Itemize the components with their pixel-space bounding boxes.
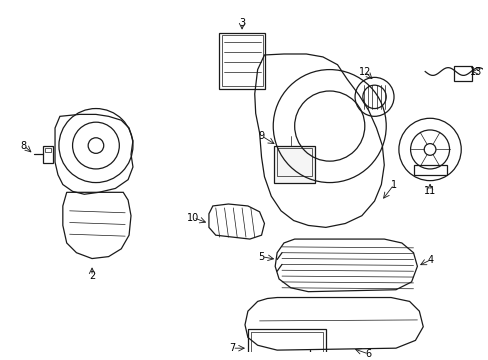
Text: 3: 3 (239, 18, 244, 28)
Text: 4: 4 (427, 255, 433, 265)
Text: 9: 9 (258, 131, 264, 141)
Text: 2: 2 (89, 271, 95, 281)
Text: 10: 10 (187, 213, 199, 222)
Text: 6: 6 (365, 349, 371, 359)
Bar (274, 145, 314, 183)
Text: 8: 8 (21, 140, 27, 150)
Bar (218, 32, 265, 89)
Text: 12: 12 (358, 67, 370, 77)
Bar (413, 165, 446, 175)
Text: 7: 7 (229, 343, 235, 353)
Bar (43, 145, 53, 163)
Bar (277, 148, 311, 176)
Text: 13: 13 (469, 67, 481, 77)
Bar (453, 66, 471, 81)
Bar (221, 36, 262, 86)
Bar (45, 148, 51, 152)
Bar (247, 329, 325, 360)
Text: 5: 5 (258, 252, 264, 262)
Text: 1: 1 (390, 180, 396, 189)
Text: 11: 11 (423, 186, 435, 196)
Bar (250, 332, 322, 360)
